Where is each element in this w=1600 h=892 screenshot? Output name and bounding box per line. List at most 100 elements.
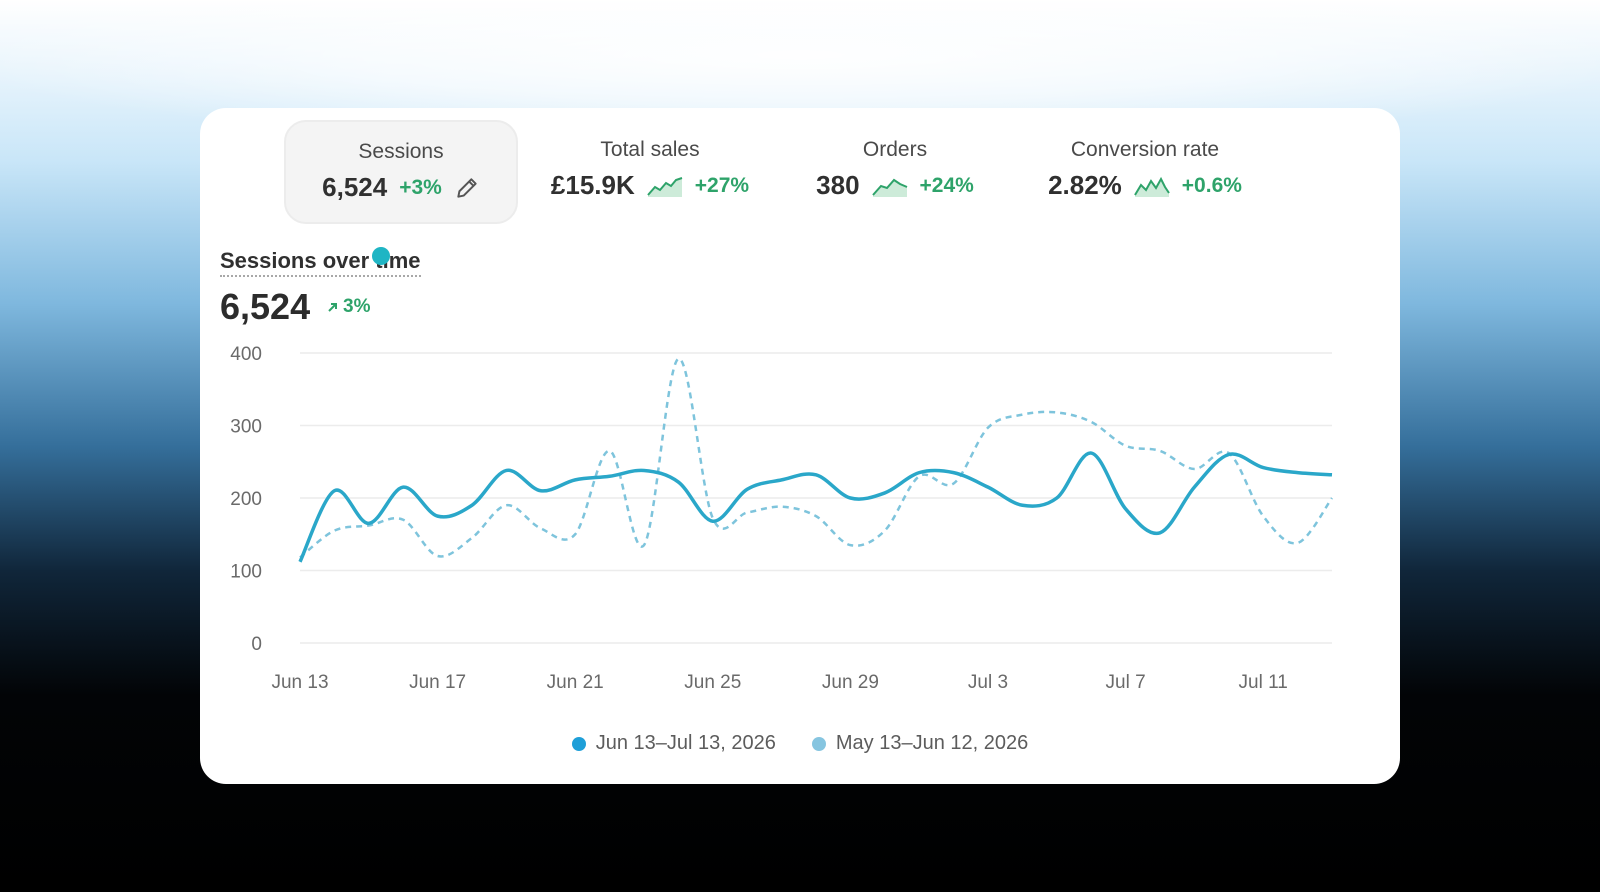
data-point-current[interactable]: [432, 510, 444, 522]
x-tick-label: Jul 7: [1106, 672, 1146, 693]
y-tick-label: 400: [230, 344, 262, 365]
y-tick-label: 200: [230, 489, 262, 510]
metric-value: 6,524: [322, 172, 388, 202]
data-point-current[interactable]: [672, 476, 684, 488]
data-point-current[interactable]: [363, 517, 375, 529]
data-point-previous[interactable]: [1188, 463, 1200, 475]
data-point-previous[interactable]: [604, 445, 616, 457]
metric-label: Sessions: [358, 140, 444, 163]
series-line-previous[interactable]: [299, 357, 1334, 559]
data-point-previous[interactable]: [432, 550, 444, 562]
sparkline-icon: [647, 176, 683, 197]
data-point-current[interactable]: [569, 474, 581, 486]
data-point-previous[interactable]: [638, 539, 650, 551]
metric-delta: +27%: [694, 173, 750, 197]
data-point-previous[interactable]: [776, 501, 788, 513]
data-point-previous[interactable]: [810, 510, 822, 522]
data-point-previous[interactable]: [397, 514, 409, 526]
data-point-previous[interactable]: [879, 525, 891, 537]
legend-item-current[interactable]: Jun 13–Jul 13, 2026: [571, 732, 776, 755]
arrow-up-right-icon: [328, 303, 337, 312]
metric-value: 380: [816, 170, 860, 200]
data-point-previous[interactable]: [741, 507, 753, 519]
data-point-current[interactable]: [707, 515, 719, 527]
x-tick-label: Jun 25: [684, 672, 741, 693]
data-point-previous[interactable]: [1016, 409, 1028, 421]
data-point-current[interactable]: [913, 467, 925, 479]
data-point-previous[interactable]: [844, 539, 856, 551]
data-point-current[interactable]: [397, 481, 409, 493]
data-point-previous[interactable]: [1257, 510, 1269, 522]
data-point-current[interactable]: [1257, 462, 1269, 474]
data-point-previous[interactable]: [535, 522, 547, 534]
legend-label: Jun 13–Jul 13, 2026: [595, 732, 776, 754]
legend-dot-current: [571, 736, 586, 751]
total-sessions-value: 6,524: [220, 286, 311, 327]
data-point-current[interactable]: [1085, 447, 1097, 459]
data-point-current[interactable]: [1016, 499, 1028, 511]
x-tick-label: Jun 29: [822, 672, 879, 693]
x-tick-label: Jun 17: [409, 672, 466, 693]
data-point-previous[interactable]: [982, 422, 994, 434]
chart-legend: Jun 13–Jul 13, 2026 May 13–Jun 12, 2026: [200, 732, 1400, 755]
data-point-current[interactable]: [948, 467, 960, 479]
data-point-previous[interactable]: [1292, 537, 1304, 549]
metric-conversion-rate[interactable]: Conversion rate 2.82% +0.6%: [1015, 120, 1275, 224]
x-tick-label: Jun 21: [547, 672, 604, 693]
metric-delta: +0.6%: [1181, 173, 1242, 197]
analytics-card: Sessions 6,524 +3% Total sales £15.9K +2…: [200, 108, 1400, 784]
metric-label: Total sales: [600, 138, 700, 161]
data-point-previous[interactable]: [1051, 406, 1063, 418]
data-point-previous[interactable]: [948, 478, 960, 490]
data-point-current[interactable]: [1154, 527, 1166, 539]
data-point-current[interactable]: [844, 492, 856, 504]
data-point-current[interactable]: [535, 485, 547, 497]
data-point-current[interactable]: [1120, 503, 1132, 515]
data-point-current[interactable]: [328, 485, 340, 497]
sparkline-icon: [1133, 176, 1170, 197]
data-point-current[interactable]: [294, 556, 306, 568]
data-point-previous[interactable]: [1085, 416, 1097, 428]
data-point-previous[interactable]: [672, 353, 684, 365]
sessions-line-chart: 0 100 200 300 400 Jun 13 Jun 17 Jun 21 Jun 25 Ju…: [230, 344, 1338, 693]
data-point-current[interactable]: [982, 481, 994, 493]
data-point-previous[interactable]: [1154, 445, 1166, 457]
data-point-current[interactable]: [741, 483, 753, 495]
data-point-current[interactable]: [1051, 492, 1063, 504]
delta-text: 3%: [343, 296, 371, 317]
data-point-current[interactable]: [776, 474, 788, 486]
x-tick-label: Jul 3: [968, 672, 1008, 693]
metric-label: Conversion rate: [1070, 138, 1220, 161]
metric-total-sales[interactable]: Total sales £15.9K +27%: [530, 120, 770, 224]
data-point-current[interactable]: [638, 464, 650, 476]
pencil-icon[interactable]: [454, 175, 480, 201]
legend-dot-previous: [811, 736, 826, 751]
y-tick-label: 300: [230, 417, 262, 438]
metric-delta: +24%: [919, 173, 974, 197]
data-point-previous[interactable]: [328, 525, 340, 537]
data-point-current[interactable]: [810, 469, 822, 481]
y-tick-label: 0: [251, 634, 262, 655]
data-point-current[interactable]: [466, 499, 478, 511]
data-point-current[interactable]: [1292, 467, 1304, 479]
x-tick-label: Jun 13: [271, 672, 328, 693]
data-point-current[interactable]: [1188, 481, 1200, 493]
data-point-current[interactable]: [604, 470, 616, 482]
data-point-previous[interactable]: [569, 528, 581, 540]
series-line-current[interactable]: [298, 451, 1333, 563]
metric-orders[interactable]: Orders 380 +24%: [780, 120, 1010, 224]
data-point-current[interactable]: [1223, 449, 1235, 461]
data-point-current[interactable]: [500, 464, 512, 476]
legend-item-previous[interactable]: May 13–Jun 12, 2026: [811, 732, 1029, 755]
data-point-previous[interactable]: [1326, 492, 1338, 504]
data-point-previous[interactable]: [466, 532, 478, 544]
metric-sessions[interactable]: Sessions 6,524 +3%: [284, 120, 518, 224]
data-point-previous[interactable]: [500, 499, 512, 511]
legend-label: May 13–Jun 12, 2026: [835, 732, 1029, 754]
metric-value: 2.82%: [1048, 170, 1122, 200]
y-tick-label: 100: [230, 562, 262, 583]
data-point-current[interactable]: [1326, 469, 1338, 481]
data-point-previous[interactable]: [1120, 440, 1132, 452]
metric-delta: +3%: [399, 175, 442, 199]
data-point-current[interactable]: [879, 487, 891, 499]
